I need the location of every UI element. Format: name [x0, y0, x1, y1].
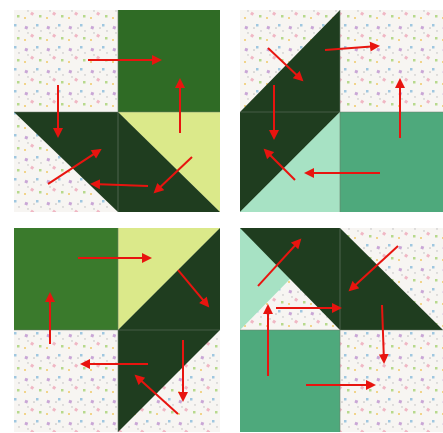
dark-band: [240, 10, 340, 212]
green-square: [340, 112, 443, 212]
arrow: [263, 148, 296, 181]
arrow: [324, 41, 380, 52]
arrow: [47, 148, 102, 185]
arrow: [348, 245, 399, 292]
arrow: [177, 269, 210, 308]
seam: [14, 228, 220, 432]
arrow: [378, 304, 389, 364]
green-square: [14, 228, 118, 330]
block: [240, 228, 443, 432]
block: [240, 10, 443, 212]
arrow: [257, 238, 302, 287]
block: [14, 228, 220, 432]
arrow: [267, 47, 304, 82]
arrow: [153, 156, 193, 194]
block: [14, 10, 220, 212]
green-square: [240, 330, 340, 432]
dark-band: [240, 228, 443, 330]
mint-triangle: [240, 112, 340, 212]
dark-band: [14, 112, 220, 212]
arrow: [134, 374, 179, 415]
arrow: [90, 179, 149, 190]
seam: [240, 228, 443, 432]
seam: [14, 10, 220, 212]
